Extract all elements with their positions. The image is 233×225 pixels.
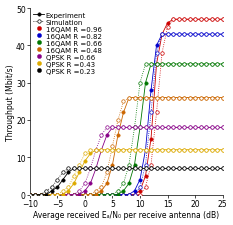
X-axis label: Average received Eₐ/N₀ per receive antenna (dB): Average received Eₐ/N₀ per receive anten… <box>33 211 219 219</box>
Y-axis label: Throughput (Mbit/s): Throughput (Mbit/s) <box>6 64 14 140</box>
Legend: Experiment, Simulation, 16QAM R =0.96, 16QAM R =0.82, 16QAM R =0.66, 16QAM R =0.: Experiment, Simulation, 16QAM R =0.96, 1… <box>31 10 104 76</box>
